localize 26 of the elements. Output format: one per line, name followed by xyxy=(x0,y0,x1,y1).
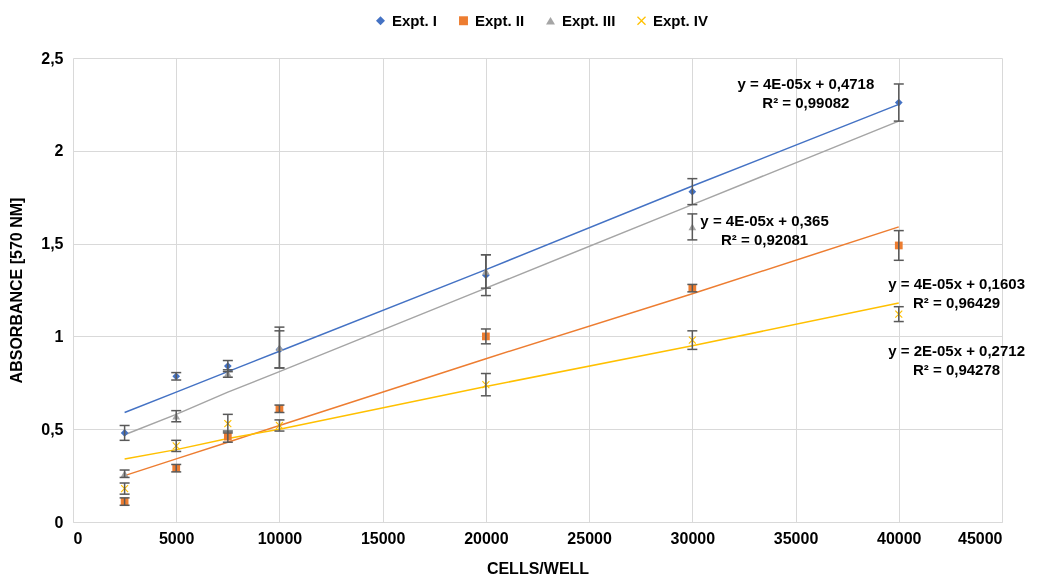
annotation: y = 4E-05x + 0,4718 R² = 0,99082 xyxy=(737,74,875,111)
annotation: y = 4E-05x + 0,1603 R² = 0,96429 xyxy=(888,275,1025,312)
x-tick-label: 30000 xyxy=(670,529,716,547)
x-tick-label: 0 xyxy=(73,529,83,547)
y-axis-title: ABSORBANCE [570 NM] xyxy=(8,197,26,384)
legend-label: Expt. III xyxy=(562,11,616,29)
x-tick-label: 40000 xyxy=(877,529,922,547)
legend-label: Expt. I xyxy=(392,11,438,29)
x-tick-label: 10000 xyxy=(257,529,303,547)
y-tick-label: 1,5 xyxy=(41,235,64,253)
x-axis-title: CELLS/WELL xyxy=(486,559,590,577)
y-tick-label: 2,5 xyxy=(41,49,64,67)
x-tick-label: 5000 xyxy=(158,529,195,547)
x-tick-label: 20000 xyxy=(464,529,509,547)
y-tick-label: 0 xyxy=(54,513,64,531)
legend-label: Expt. IV xyxy=(653,11,709,29)
y-tick-label: 2 xyxy=(54,142,64,160)
y-tick-label: 0,5 xyxy=(41,420,64,438)
legend-label: Expt. II xyxy=(475,11,525,29)
x-tick-label: 15000 xyxy=(360,529,406,547)
x-tick-label: 35000 xyxy=(773,529,819,547)
x-tick-label: 45000 xyxy=(958,529,1003,547)
y-tick-label: 1 xyxy=(54,327,64,345)
annotation: y = 2E-05x + 0,2712 R² = 0,94278 xyxy=(888,342,1025,379)
annotation: y = 4E-05x + 0,365 R² = 0,92081 xyxy=(700,212,829,249)
x-tick-label: 25000 xyxy=(567,529,612,547)
